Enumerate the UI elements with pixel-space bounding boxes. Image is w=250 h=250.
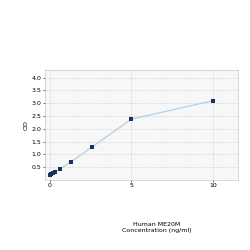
Point [58,166,62,170]
Point [53,170,57,174]
Point [130,117,134,121]
Point [90,145,94,149]
Text: Human ME20M
Concentration (ng/ml): Human ME20M Concentration (ng/ml) [122,222,192,232]
Point [211,99,215,103]
Y-axis label: OD: OD [24,120,29,130]
Point [69,160,73,164]
Point [49,172,53,176]
Point [50,172,54,175]
Point [48,173,52,177]
